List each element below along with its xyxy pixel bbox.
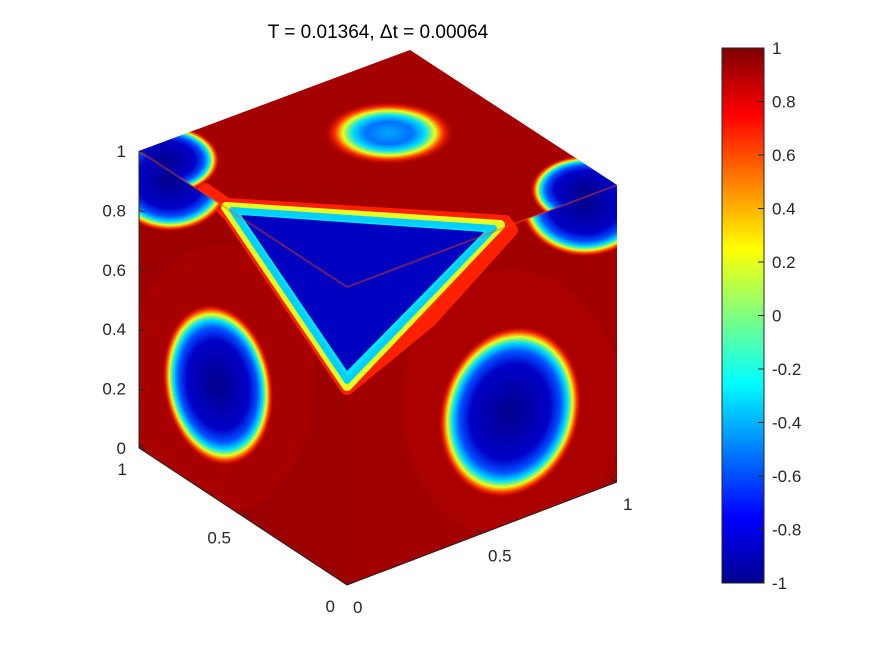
- cube-surface: [138, 50, 618, 585]
- z-tick-label: 1: [117, 142, 126, 161]
- x-tick-label: 1: [118, 460, 127, 479]
- colorbar-tick-label: 0.2: [772, 253, 796, 272]
- y-tick-mark: [610, 477, 618, 483]
- chart-title: T = 0.01364, Δt = 0.00064: [268, 22, 489, 43]
- x-axis-ticks: 00.51: [118, 444, 354, 616]
- colorbar-tick-label: -0.2: [772, 360, 801, 379]
- z-tick-mark: [138, 388, 146, 392]
- z-tick-label: 0: [117, 439, 126, 458]
- y-tick-label: 0.5: [488, 547, 512, 566]
- z-tick-mark: [138, 269, 146, 273]
- y-tick-label: 1: [623, 495, 632, 514]
- z-axis-ticks: 0 0.2 0.4 0.6 0.8 1: [102, 142, 146, 458]
- right-corner-region: [520, 185, 617, 257]
- colorbar-tick-label: -0.4: [772, 414, 801, 433]
- corner-triangle-region: [198, 183, 518, 395]
- x-tick-mark: [346, 581, 354, 586]
- y-tick-mark: [475, 529, 483, 534]
- colorbar-tick-label: 0: [772, 307, 781, 326]
- left-face-ellipse: [161, 303, 275, 467]
- colorbar-tick-label: 0.8: [772, 93, 796, 112]
- y-axis-ticks: 00.51: [340, 477, 632, 617]
- z-tick-label: 0.2: [102, 380, 126, 399]
- colorbar: 1 0.8 0.6 0.4 0.2 0 -0.2 -0.4 -0.6 -0.8 -1: [721, 39, 801, 593]
- colorbar-tick-label: -0.8: [772, 521, 801, 540]
- z-tick-label: 0.6: [102, 261, 126, 280]
- x-tick-label: 0: [326, 597, 335, 616]
- x-tick-label: 0.5: [207, 529, 231, 548]
- colorbar-tick-label: 0.4: [772, 200, 796, 219]
- z-tick-mark: [138, 447, 146, 451]
- z-tick-label: 0.4: [102, 320, 126, 339]
- z-tick-mark: [138, 328, 146, 332]
- z-tick-mark: [138, 150, 146, 154]
- y-tick-label: 0: [353, 598, 362, 617]
- x-tick-mark: [138, 444, 146, 449]
- colorbar-tick-label: 0.6: [772, 146, 796, 165]
- y-tick-mark: [340, 580, 348, 586]
- z-tick-mark: [138, 209, 146, 213]
- z-tick-label: 0.8: [102, 201, 126, 220]
- colorbar-tick-label: 1: [772, 39, 781, 58]
- colorbar-gradient: [721, 47, 765, 584]
- colorbar-tick-label: -1: [772, 574, 787, 593]
- top-ring-region: [323, 101, 455, 165]
- colorbar-tick-label: -0.6: [772, 467, 801, 486]
- x-tick-mark: [242, 513, 250, 517]
- right-face-ellipse: [438, 325, 582, 499]
- colorbar-ticks: 1 0.8 0.6 0.4 0.2 0 -0.2 -0.4 -0.6 -0.8 -1: [758, 39, 801, 593]
